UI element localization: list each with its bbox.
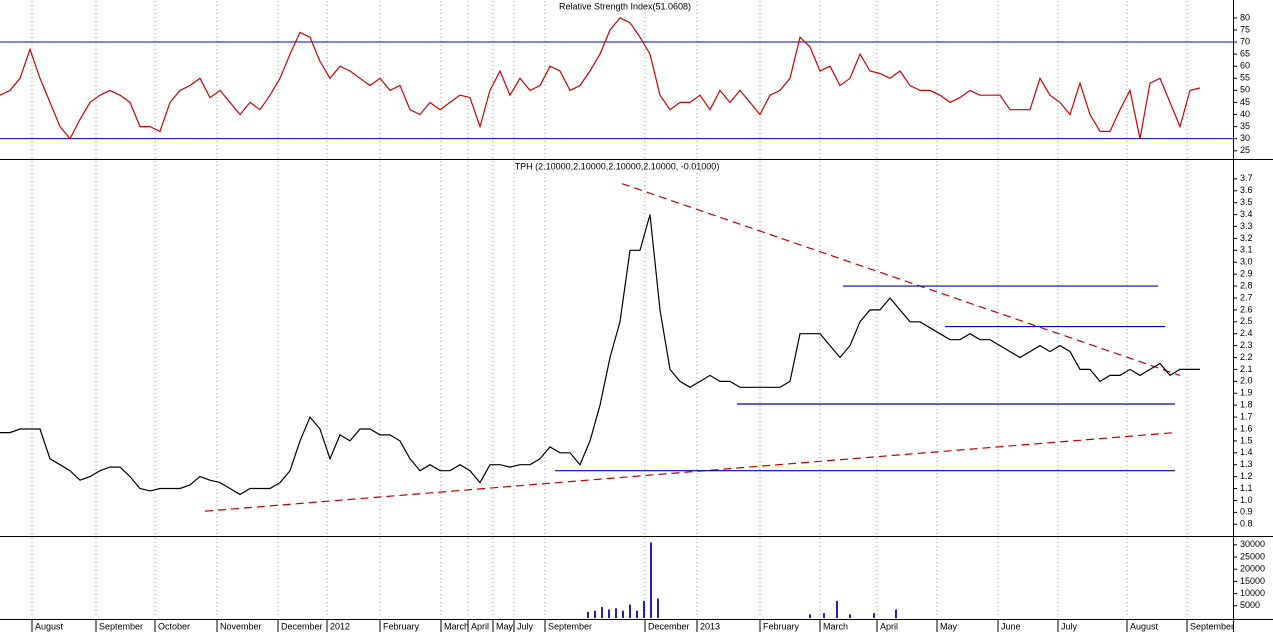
volume-bar [615,608,617,618]
x-tick-label: July [517,621,534,631]
rsi-title: Relative Strength Index(51.0608) [559,1,691,11]
y-tick-label: 20000 [1240,564,1265,574]
series-line [0,17,1201,140]
y-tick-label: 70 [1240,36,1250,46]
volume-bar [587,611,589,618]
x-tick-label: May [940,621,958,631]
volume-bar [809,614,811,618]
y-tick-label: 25000 [1240,551,1265,561]
y-tick-label: 1.0 [1240,495,1253,505]
x-tick-label: 2013 [700,621,720,631]
y-tick-label: 0.8 [1240,519,1253,529]
y-tick-label: 3.3 [1240,221,1253,231]
volume-bar [650,542,652,618]
y-tick-label: 3.6 [1240,185,1253,195]
x-tick-label: October [158,621,190,631]
y-tick-label: 50 [1240,85,1250,95]
y-tick-label: 80 [1240,12,1250,22]
trend-line [621,183,1181,376]
volume-bar [823,613,825,618]
y-tick-label: 2.9 [1240,269,1253,279]
volume-bar [629,604,631,618]
x-tick-label: April [471,621,489,631]
y-tick-label: 1.3 [1240,459,1253,469]
y-tick-label: 15000 [1240,576,1265,586]
y-tick-label: 2.6 [1240,304,1253,314]
y-tick-label: 30000 [1240,539,1265,549]
y-tick-label: 1.7 [1240,411,1253,421]
trend-line [204,431,1176,512]
y-tick-label: 0.9 [1240,507,1253,517]
x-tick-label: September [1190,621,1234,631]
y-tick-label: 30 [1240,133,1250,143]
y-tick-label: 60 [1240,61,1250,71]
y-tick-label: 65 [1240,49,1250,59]
x-tick-label: July [1061,621,1078,631]
x-tick-label: December [281,621,323,631]
y-tick-label: 3.1 [1240,245,1253,255]
y-tick-label: 75 [1240,24,1250,34]
y-tick-label: 2.2 [1240,352,1253,362]
y-tick-label: 2.3 [1240,340,1253,350]
x-tick-label: February [383,621,420,631]
x-tick-label: August [1130,621,1159,631]
x-tick-label: March [444,621,469,631]
volume-bar [895,609,897,618]
volume-bar [849,614,851,618]
y-tick-label: 1.2 [1240,471,1253,481]
x-tick-label: December [648,621,690,631]
y-tick-label: 55 [1240,73,1250,83]
x-tick-label: November [220,621,262,631]
y-tick-label: 25 [1240,145,1250,155]
x-tick-label: May [496,621,514,631]
y-tick-label: 2.1 [1240,364,1253,374]
volume-bar [873,613,875,618]
volume-bar [657,598,659,618]
volume-bar [643,600,645,618]
x-tick-label: September [99,621,143,631]
x-tick-label: March [823,621,848,631]
volume-bar [601,607,603,618]
y-tick-label: 2.4 [1240,328,1253,338]
y-tick-label: 2.0 [1240,376,1253,386]
y-tick-label: 45 [1240,97,1250,107]
series-line [0,214,1200,496]
y-tick-label: 3.7 [1240,173,1253,183]
x-tick-label: April [880,621,898,631]
y-tick-label: 3.4 [1240,209,1253,219]
y-tick-label: 40 [1240,109,1250,119]
y-tick-label: 3.0 [1240,257,1253,267]
x-tick-label: September [548,621,592,631]
volume-bar [594,610,596,618]
y-tick-label: 1.9 [1240,388,1253,398]
x-tick-label: June [1001,621,1021,631]
x-tick-label: August [35,621,64,631]
x-tick-label: 2012 [330,621,350,631]
y-tick-label: 2.7 [1240,292,1253,302]
volume-bar [636,610,638,618]
volume-bar [836,600,838,618]
y-tick-label: 35 [1240,121,1250,131]
price-title: TPH (2.10000,2.10000,2.10000,2.10000, -0… [515,161,720,171]
y-tick-label: 2.8 [1240,280,1253,290]
volume-bar [608,609,610,618]
y-tick-label: 1.1 [1240,483,1253,493]
y-tick-label: 1.8 [1240,400,1253,410]
x-tick-label: February [763,621,800,631]
y-tick-label: 1.5 [1240,435,1253,445]
y-tick-label: 5000 [1240,600,1260,610]
y-tick-label: 3.2 [1240,233,1253,243]
volume-bar [622,610,624,618]
y-tick-label: 10000 [1240,588,1265,598]
y-tick-label: 1.4 [1240,447,1253,457]
y-tick-label: 3.5 [1240,197,1253,207]
y-tick-label: 2.5 [1240,316,1253,326]
y-tick-label: 1.6 [1240,423,1253,433]
